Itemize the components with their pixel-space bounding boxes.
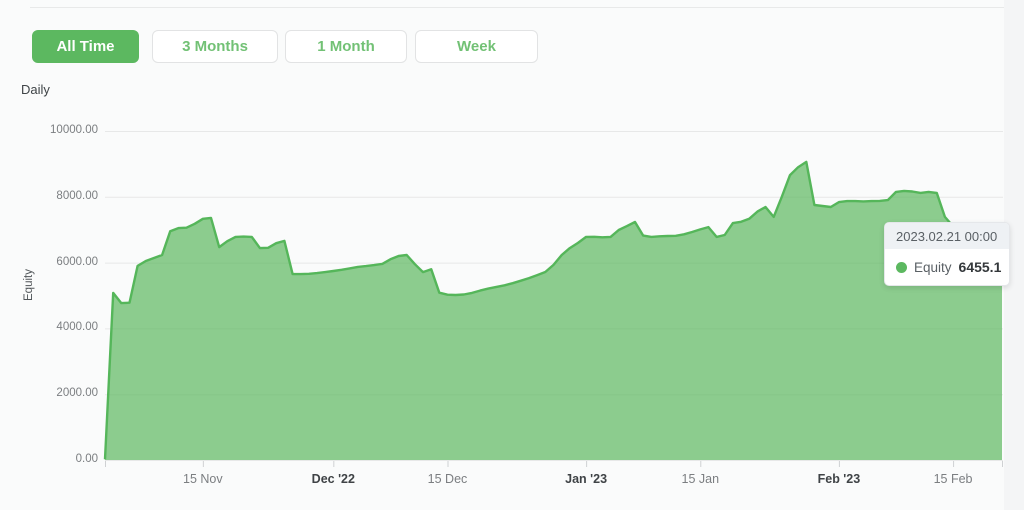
- equity-area-fill: [105, 161, 1002, 460]
- top-separator: [30, 7, 1006, 8]
- y-axis-label: 0.00: [75, 453, 98, 465]
- y-axis-label: 4000.00: [56, 321, 98, 334]
- x-axis-label: 15 Dec: [427, 472, 468, 486]
- y-axis-label: 2000.00: [56, 387, 98, 400]
- tooltip-value: 6455.1: [958, 259, 1002, 275]
- range-button-all-time[interactable]: All Time: [32, 30, 139, 63]
- y-axis-label: 6000.00: [56, 255, 98, 268]
- x-axis-label: 15 Nov: [183, 472, 223, 486]
- chart-tooltip: 2023.02.21 00:00 Equity 6455.1: [884, 222, 1010, 286]
- x-axis-label: 15 Jan: [681, 472, 720, 486]
- y-axis-label: 10000.00: [50, 124, 98, 136]
- page-background-strip: [1004, 0, 1024, 510]
- equity-line: [103, 160, 1003, 460]
- x-axis-label: 15 Feb: [933, 472, 973, 486]
- range-button-1-month[interactable]: 1 Month: [285, 30, 407, 63]
- frequency-label: Daily: [21, 82, 50, 97]
- y-axis-label: 8000.00: [56, 189, 98, 202]
- range-button-week[interactable]: Week: [415, 30, 538, 63]
- x-axis-label: Jan '23: [565, 472, 608, 486]
- y-axis-title: Equity: [23, 269, 35, 301]
- x-axis-label: Dec '22: [311, 472, 355, 486]
- tooltip-date: 2023.02.21 00:00: [885, 223, 1009, 249]
- x-axis-label: Feb '23: [817, 472, 861, 486]
- tooltip-series-label: Equity: [914, 259, 952, 275]
- series-dot-icon: [896, 261, 907, 273]
- range-button-3-months[interactable]: 3 Months: [152, 30, 278, 63]
